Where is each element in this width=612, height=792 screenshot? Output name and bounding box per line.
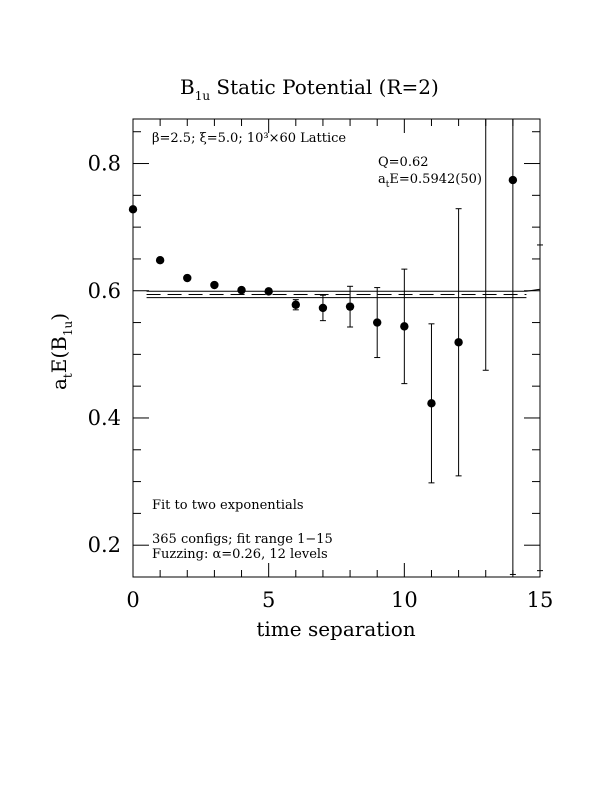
point-marker — [291, 300, 300, 309]
data-points — [128, 119, 543, 575]
y-axis-title: atE(B1u) — [47, 313, 75, 390]
x-tick-label: 10 — [391, 588, 418, 612]
data-point — [210, 280, 219, 290]
data-point — [128, 205, 138, 214]
fit-band-edge — [526, 288, 541, 292]
point-marker — [183, 273, 192, 283]
lattice-note: β=2.5; ξ=5.0; 10³×60 Lattice — [152, 131, 346, 146]
data-point — [291, 299, 300, 311]
data-point — [508, 119, 518, 575]
fit-quality: Q=0.62 — [378, 155, 429, 170]
data-point — [537, 244, 543, 572]
data-point — [264, 287, 273, 296]
data-point — [373, 287, 382, 359]
data-point — [482, 119, 489, 371]
y-tick-labels: 0.2 0.4 0.6 0.8 — [88, 152, 121, 558]
x-tick-label: 5 — [262, 588, 275, 612]
point-marker — [427, 399, 436, 408]
data-point — [318, 294, 328, 322]
y-tick-label: 0.4 — [88, 406, 121, 430]
fit-band — [146, 288, 541, 299]
point-marker — [345, 302, 355, 311]
point-marker — [508, 175, 518, 185]
data-point — [345, 285, 355, 328]
point-marker — [128, 205, 138, 214]
point-marker — [237, 285, 246, 295]
point-marker — [264, 287, 273, 296]
chart-title: B1u Static Potential (R=2) — [180, 75, 439, 103]
y-tick-label: 0.2 — [88, 533, 121, 557]
fit-energy: atE=0.5942(50) — [378, 172, 482, 190]
x-tick-label: 0 — [126, 588, 139, 612]
data-point — [400, 268, 409, 385]
y-tick-label: 0.8 — [88, 152, 121, 176]
data-point — [183, 273, 192, 283]
point-marker — [373, 318, 382, 327]
x-tick-labels: 0 5 10 15 — [126, 588, 553, 612]
x-axis-title: time separation — [256, 617, 415, 641]
configs-note: 365 configs; fit range 1−15 — [152, 532, 333, 547]
axis-ticks — [132, 119, 541, 578]
point-marker — [400, 322, 409, 331]
y-tick-label: 0.6 — [88, 279, 121, 303]
fit-note: Fit to two exponentials — [152, 498, 304, 513]
data-point — [427, 323, 436, 484]
data-point — [237, 285, 246, 295]
data-point — [454, 208, 463, 477]
point-marker — [318, 303, 328, 313]
point-marker — [210, 280, 219, 290]
point-marker — [155, 256, 165, 265]
point-marker — [454, 338, 463, 347]
data-point — [155, 256, 165, 265]
x-tick-label: 15 — [527, 588, 554, 612]
fuzzing-note: Fuzzing: α=0.26, 12 levels — [152, 547, 328, 562]
